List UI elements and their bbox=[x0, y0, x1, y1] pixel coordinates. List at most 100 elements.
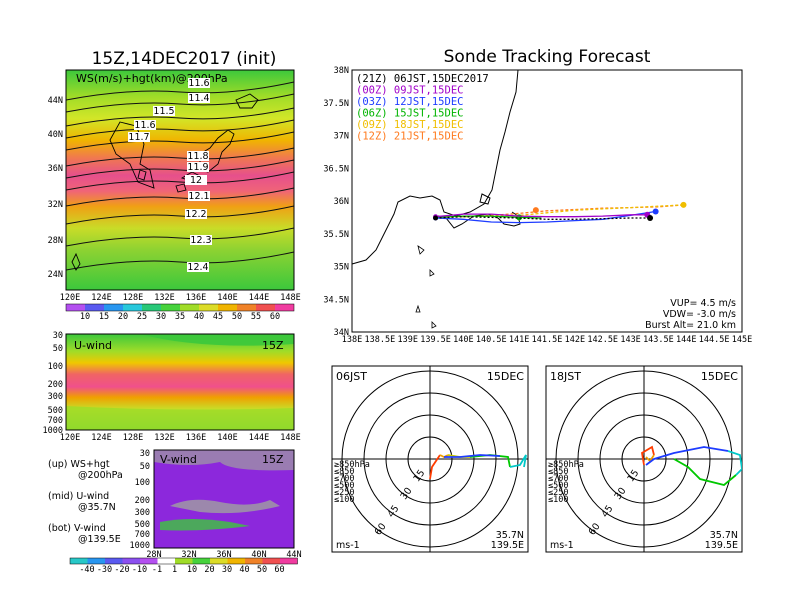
wind-colorbar-label: -40 bbox=[79, 565, 94, 575]
u-wind-lower-band bbox=[66, 406, 294, 430]
lon-tick-label: 144E bbox=[249, 293, 269, 303]
hodograph-unit: ms-1 bbox=[550, 540, 574, 551]
ws-colorbar-swatch bbox=[180, 304, 199, 311]
contour-label-bg bbox=[187, 151, 209, 161]
u-lon-tick: 144E bbox=[249, 433, 269, 443]
height-contour-line bbox=[65, 187, 295, 207]
forecast-lon-tick: 139E bbox=[397, 335, 417, 345]
forecast-lon-tick: 142.5E bbox=[587, 335, 618, 345]
wind-colorbar-label: 30 bbox=[222, 565, 232, 575]
hodograph-date: 15DEC bbox=[487, 370, 524, 383]
contour-label-bg bbox=[185, 209, 207, 219]
lat-tick-label: 44N bbox=[48, 96, 63, 106]
hodograph-date: 15DEC bbox=[701, 370, 738, 383]
forecast-lon-ticks: 138E 138.5E 139E 139.5E 140E 140.5E 141E 141.5E… bbox=[342, 335, 752, 345]
u-pressure-tick: 300 bbox=[48, 392, 63, 402]
contour-label: 12.1 bbox=[188, 191, 209, 202]
wind-colorbar: -40 -30 -20 -10 -1 1 10 20 30 40 50 60 bbox=[69, 557, 298, 575]
wind-colorbar-swatch bbox=[140, 558, 158, 564]
ws-colorbar-swatch bbox=[218, 304, 237, 311]
lat-tick-label: 32N bbox=[48, 200, 63, 210]
hodograph-lon: 139.5E bbox=[491, 540, 524, 551]
ws-colorbar-swatch bbox=[85, 304, 104, 311]
v-wind-time: 15Z bbox=[262, 453, 284, 466]
panel-legend: (up) WS+hgt@200hPa (mid) U-wind@35.7N (bot… bbox=[48, 459, 123, 545]
u-lon-tick: 140E bbox=[217, 433, 237, 443]
u-lon-tick: 148E bbox=[280, 433, 300, 443]
forecast-lon-tick: 138.5E bbox=[364, 335, 395, 345]
forecast-lat-tick: 34.5N bbox=[323, 295, 349, 305]
v-pressure-tick: 300 bbox=[135, 508, 150, 518]
v-pressure-tick: 1000 bbox=[130, 541, 150, 551]
v-wind-upper-gray bbox=[154, 450, 294, 471]
contour-label-bg bbox=[188, 78, 210, 88]
contour-label-bg bbox=[187, 262, 209, 272]
wind-colorbar-swatch bbox=[70, 558, 88, 564]
lat-tick-label: 24N bbox=[48, 270, 63, 280]
wind-colorbar-label: -30 bbox=[97, 565, 112, 575]
hodograph-level-label: ≤700 bbox=[548, 474, 568, 484]
contour-label: 11.6 bbox=[134, 120, 155, 131]
ws-colorbar-swatch bbox=[66, 304, 85, 311]
forecast-lon-tick: 144.5E bbox=[699, 335, 730, 345]
track-end-point bbox=[680, 201, 687, 208]
v-wind-frame bbox=[153, 449, 295, 549]
height-contour-line bbox=[65, 159, 295, 179]
hodograph-trace bbox=[444, 454, 501, 458]
wind-colorbar-swatch bbox=[262, 558, 280, 564]
ws-colorbar: 10 15 20 25 30 35 40 45 50 55 60 bbox=[65, 303, 295, 322]
height-contour-line bbox=[65, 119, 295, 139]
forecast-lat-tick: 38N bbox=[334, 66, 349, 76]
forecast-lon-tick: 141E bbox=[509, 335, 529, 345]
height-contours bbox=[65, 81, 295, 271]
hodograph-level-label: ≤100 bbox=[548, 495, 568, 505]
track-end-point bbox=[532, 207, 539, 214]
wind-colorbar-swatch bbox=[210, 558, 228, 564]
ws-colorbar-swatch bbox=[104, 304, 123, 311]
wind-colorbar-swatch bbox=[192, 558, 210, 564]
v-pressure-tick: 700 bbox=[135, 530, 150, 540]
legend-line-1: (bot) V-wind bbox=[48, 523, 106, 534]
forecast-lon-tick: 139.5E bbox=[420, 335, 451, 345]
burst-text: Burst Alt= 21.0 km bbox=[645, 320, 736, 331]
lat-tick-label: 28N bbox=[48, 236, 63, 246]
hodograph-level-label: ≤500 bbox=[334, 481, 354, 491]
u-pressure-tick: 500 bbox=[48, 406, 63, 416]
contour-label-bg bbox=[187, 162, 209, 172]
lat-tick-label: 40N bbox=[48, 130, 63, 140]
height-contour-line bbox=[65, 147, 295, 167]
forecast-lat-tick: 34N bbox=[334, 328, 349, 338]
v-lat-tick: 32N bbox=[181, 550, 196, 560]
ws-colorbar-swatch bbox=[142, 304, 161, 311]
ws-colorbar-label: 30 bbox=[156, 312, 166, 322]
v-lat-ticks: 28N 32N 36N 40N 44N bbox=[146, 550, 301, 560]
contour-label: 11.6 bbox=[188, 78, 209, 89]
forecast-lon-tick: 138E bbox=[342, 335, 362, 345]
ws-colorbar-swatch bbox=[237, 304, 256, 311]
forecast-legend-entry: (09Z) 18JST,15DEC bbox=[356, 119, 463, 131]
lon-tick-label: 120E bbox=[60, 293, 80, 303]
hodograph-lat: 35.7N bbox=[710, 530, 738, 541]
lon-tick-label: 148E bbox=[280, 293, 300, 303]
hodograph-time: 06JST bbox=[336, 370, 367, 383]
hodograph-trace bbox=[645, 446, 729, 466]
height-contour-line bbox=[65, 205, 295, 225]
contour-label: 12.4 bbox=[187, 262, 208, 273]
hodograph-trace bbox=[673, 458, 737, 486]
contour-label-bg bbox=[185, 175, 207, 185]
v-wind-label: V-wind bbox=[160, 453, 197, 466]
ws-colorbar-label: 45 bbox=[213, 312, 223, 322]
wind-colorbar-swatch bbox=[122, 558, 140, 564]
height-contour-line bbox=[65, 131, 295, 151]
hodograph-time: 18JST bbox=[550, 370, 581, 383]
forecast-legend-entry: (03Z) 12JST,15DEC bbox=[356, 96, 463, 108]
forecast-legend: (21Z) 06JST,15DEC2017(00Z) 09JST,15DEC(0… bbox=[356, 73, 489, 143]
lon-tick-label: 132E bbox=[154, 293, 174, 303]
u-lon-tick: 136E bbox=[186, 433, 206, 443]
height-contour-line bbox=[65, 171, 295, 191]
v-lat-tick: 40N bbox=[251, 550, 266, 560]
track-line bbox=[435, 215, 542, 219]
v-wind-mid-gray bbox=[170, 499, 280, 514]
